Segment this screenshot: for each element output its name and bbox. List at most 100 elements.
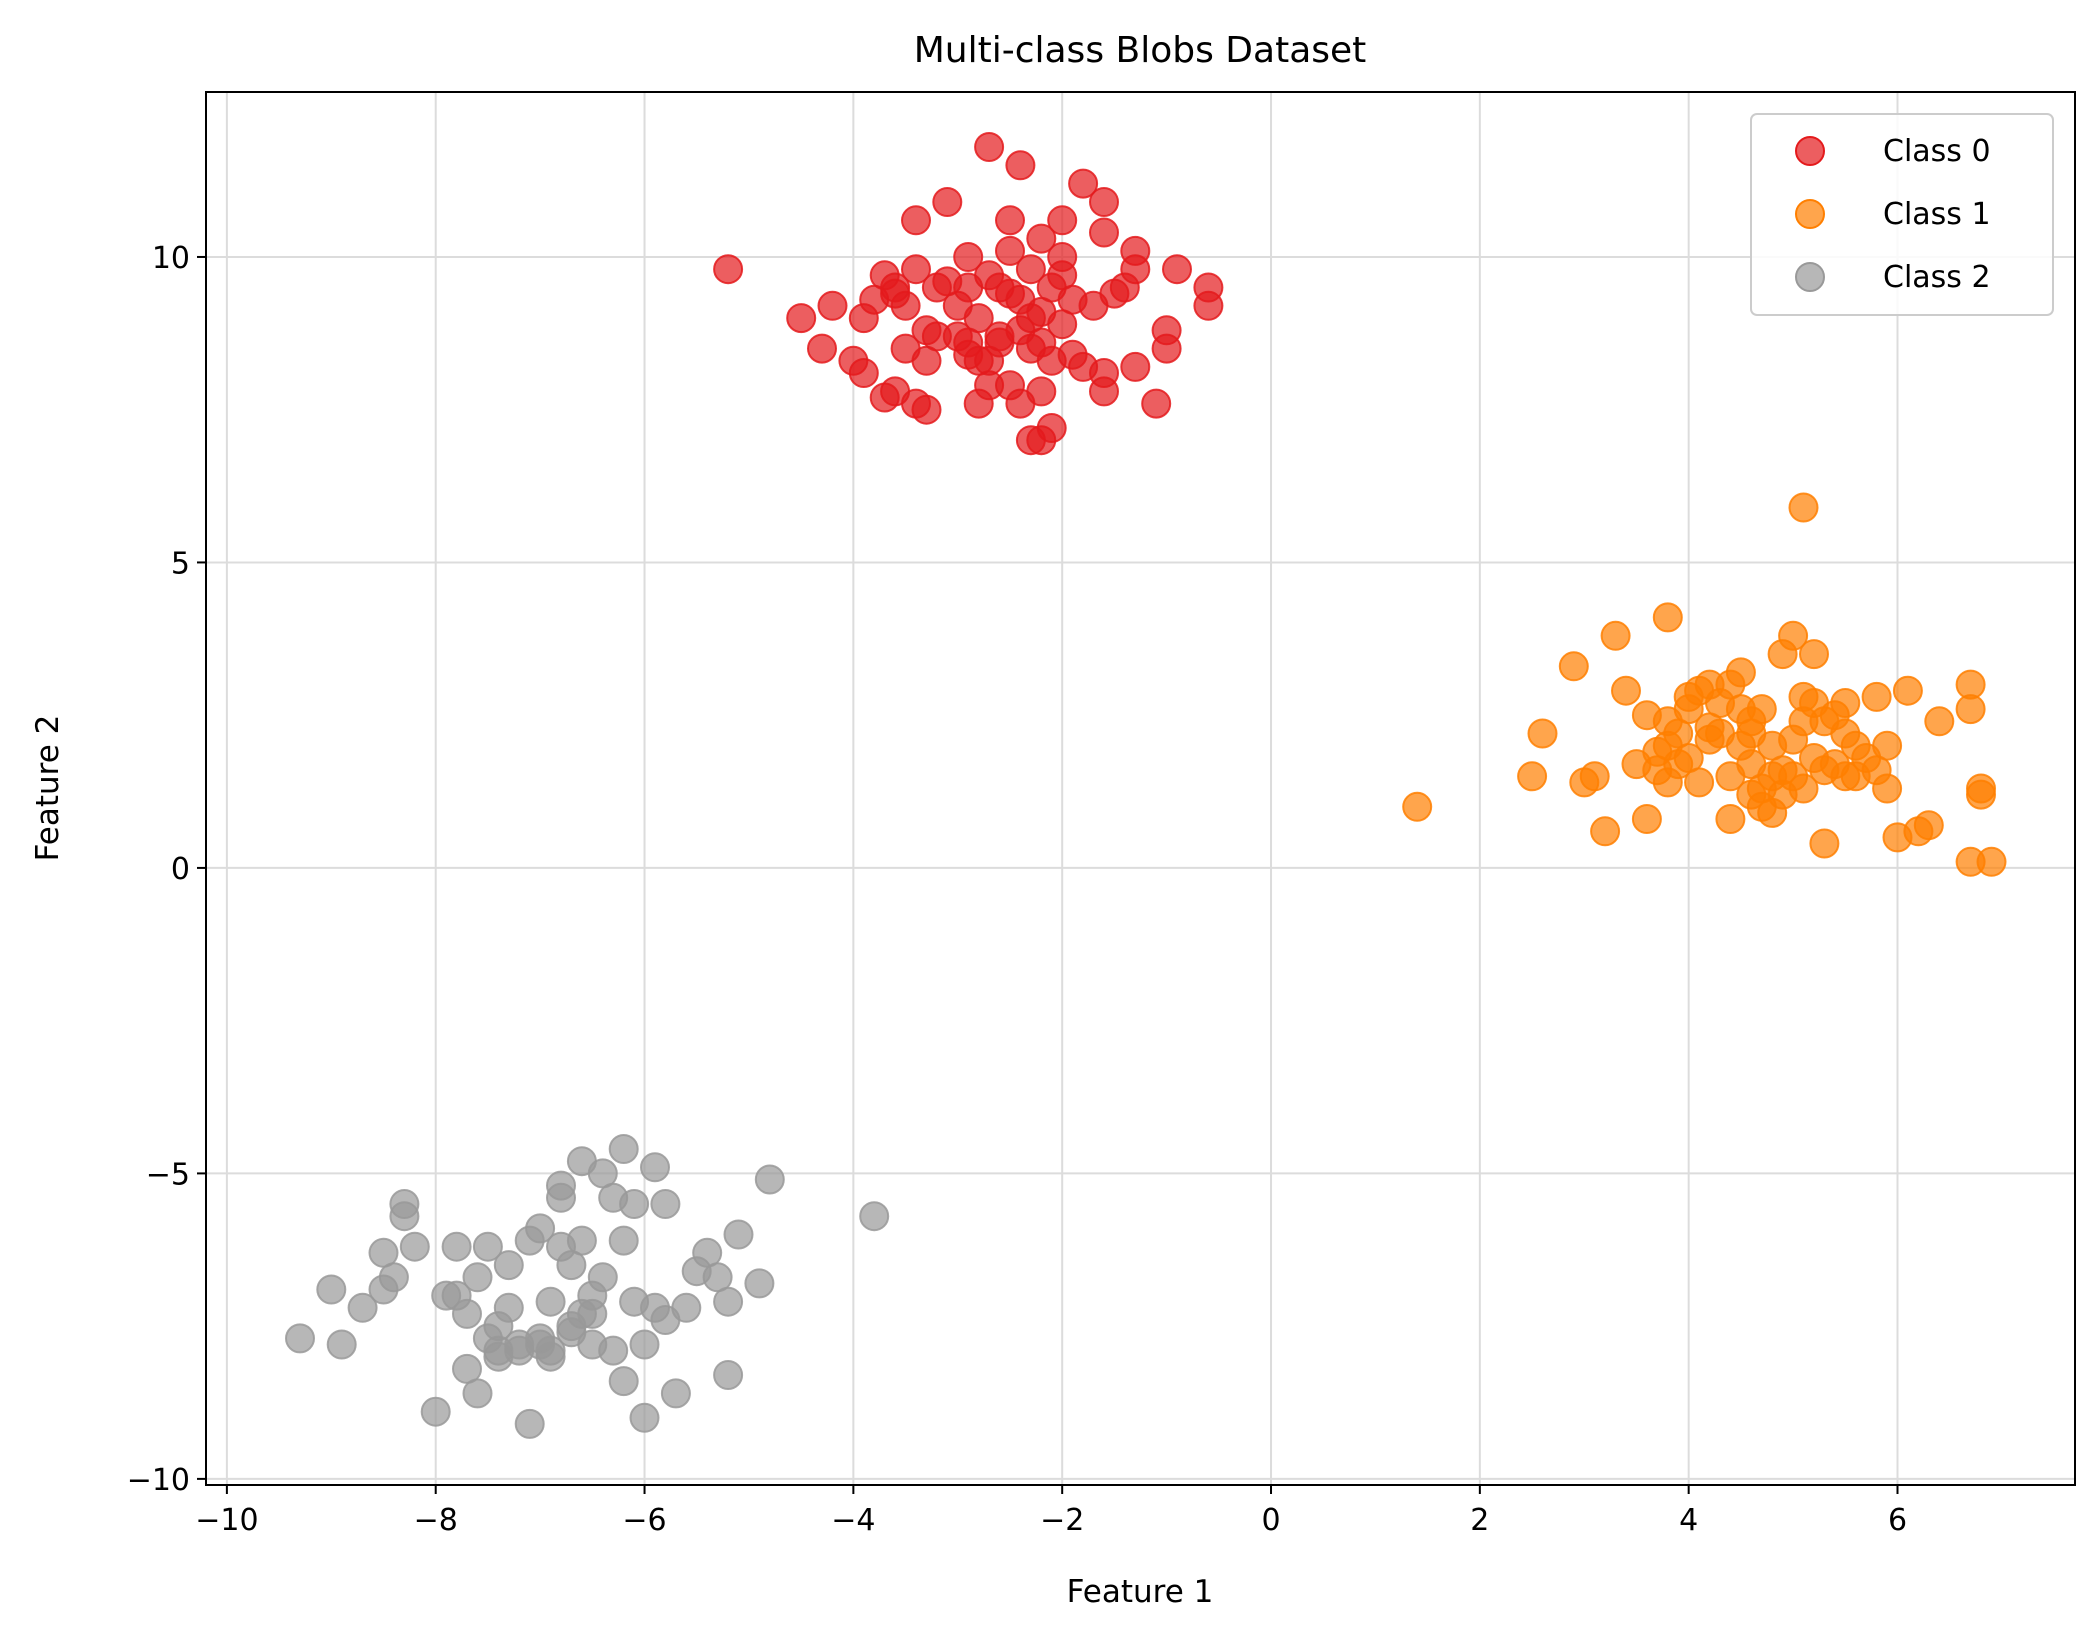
data-point <box>1141 388 1172 419</box>
data-point <box>1517 761 1548 792</box>
data-point <box>608 1134 639 1164</box>
data-point <box>974 370 1005 401</box>
data-point <box>608 1225 639 1256</box>
data-point <box>1026 376 1057 407</box>
data-point <box>1600 620 1631 651</box>
data-point <box>984 327 1015 358</box>
legend-marker-class-1 <box>1795 199 1825 229</box>
data-point <box>1924 706 1955 737</box>
series-class-1 <box>1402 492 2007 877</box>
data-point <box>817 290 848 321</box>
data-point <box>1047 242 1078 272</box>
data-point <box>911 394 942 425</box>
data-point <box>1788 492 1819 523</box>
data-point <box>1026 223 1057 254</box>
data-point <box>483 1335 514 1366</box>
data-point <box>525 1213 556 1244</box>
data-point <box>316 1274 347 1305</box>
x-tick-label: 6 <box>1888 1503 1907 1538</box>
data-point <box>953 242 984 272</box>
data-point <box>1694 712 1725 743</box>
data-point <box>1642 755 1673 786</box>
data-point <box>546 1182 576 1213</box>
data-point <box>953 339 984 370</box>
legend-label-class-1: Class 1 <box>1883 197 1991 232</box>
data-point <box>629 1402 660 1433</box>
x-tick-label: −10 <box>195 1503 258 1538</box>
data-point <box>1120 351 1151 382</box>
data-point <box>848 358 879 388</box>
data-point <box>1590 816 1621 847</box>
data-point <box>859 1201 890 1232</box>
data-point <box>640 1152 670 1183</box>
data-point <box>901 205 931 236</box>
legend-label-class-0: Class 0 <box>1883 134 1991 169</box>
data-points <box>285 132 2007 1439</box>
data-point <box>399 1231 430 1262</box>
data-point <box>1788 706 1819 737</box>
data-point <box>1089 358 1119 388</box>
data-point <box>995 235 1025 266</box>
data-point <box>462 1262 493 1293</box>
data-point <box>619 1189 650 1219</box>
data-point <box>1005 150 1036 181</box>
data-point <box>1120 254 1151 285</box>
data-point <box>1036 413 1067 443</box>
data-point <box>1788 773 1819 804</box>
data-point <box>598 1335 629 1366</box>
data-point <box>1402 791 1433 822</box>
x-tick-label: −4 <box>831 1503 875 1538</box>
data-point <box>650 1189 681 1219</box>
y-tick-label: −5 <box>146 1157 190 1192</box>
data-point <box>1966 773 1996 804</box>
data-point <box>389 1201 420 1232</box>
data-point <box>1068 168 1099 199</box>
data-point <box>1631 804 1662 834</box>
data-point <box>1673 743 1704 773</box>
y-tick-label: −10 <box>127 1463 190 1498</box>
data-point <box>723 1219 754 1250</box>
x-axis-label: Feature 1 <box>1067 1574 1214 1610</box>
data-point <box>514 1408 545 1439</box>
data-point <box>1872 730 1903 761</box>
data-point <box>1611 675 1641 706</box>
data-point <box>932 187 963 217</box>
data-point <box>629 1329 660 1360</box>
data-point <box>462 1378 493 1409</box>
data-point <box>713 254 744 285</box>
legend-frame <box>1750 113 2054 316</box>
data-point <box>1162 254 1192 285</box>
data-point <box>1579 761 1610 792</box>
data-point <box>1799 639 1829 670</box>
series-class-0 <box>713 132 1224 456</box>
data-point <box>420 1396 451 1427</box>
x-tick-label: 2 <box>1470 1503 1489 1538</box>
data-point <box>1892 675 1923 706</box>
data-point <box>713 1286 744 1317</box>
data-point <box>1861 681 1892 712</box>
data-point <box>1736 718 1767 749</box>
data-point <box>995 205 1025 236</box>
y-tick-label: 10 <box>152 241 190 276</box>
x-tick-label: −6 <box>622 1503 666 1538</box>
x-tick-label: −2 <box>1040 1503 1084 1538</box>
y-tick-label: 5 <box>171 546 190 581</box>
data-point <box>1778 620 1809 651</box>
data-point <box>1913 810 1944 841</box>
data-point <box>1715 804 1746 834</box>
axis-ticks: −10 −8 −6 −4 −2 0 2 4 6 −10 −5 0 5 10 <box>127 241 1907 1538</box>
data-point <box>1089 187 1119 217</box>
data-point <box>671 1292 702 1323</box>
legend: Class 0 Class 1 Class 2 <box>1750 113 2054 316</box>
data-point <box>493 1250 524 1281</box>
data-point <box>1652 602 1683 633</box>
data-point <box>1047 309 1078 340</box>
data-point <box>1872 773 1903 804</box>
data-point <box>1558 651 1589 682</box>
data-point <box>880 278 911 309</box>
legend-marker-class-0 <box>1795 136 1825 166</box>
x-tick-label: −8 <box>414 1503 458 1538</box>
y-axis-label: Feature 2 <box>30 715 66 862</box>
plot-area-frame <box>205 91 2076 1486</box>
